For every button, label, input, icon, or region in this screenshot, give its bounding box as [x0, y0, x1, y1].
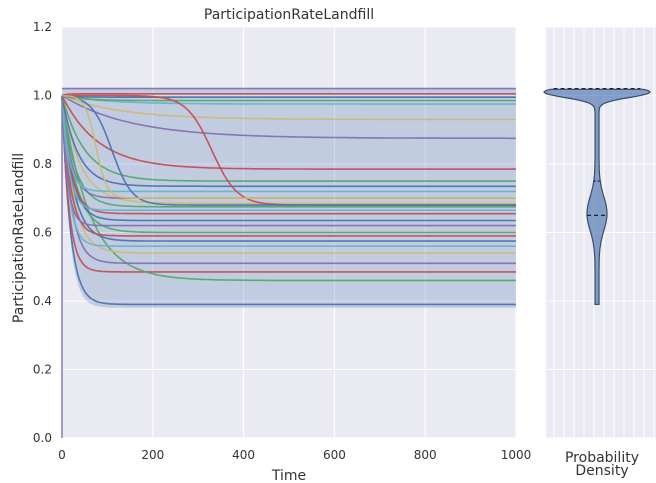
- y-tick-label: 0.2: [33, 363, 52, 377]
- chart-title: ParticipationRateLandfill: [204, 7, 374, 23]
- series-line: [61, 94, 516, 105]
- density-axis-label-line: Density: [575, 463, 628, 479]
- series-line: [61, 95, 516, 182]
- series-line: [61, 94, 516, 98]
- series-line: [61, 95, 516, 247]
- series-line: [61, 94, 516, 121]
- y-tick-labels: 0.0 0.2 0.4 0.6 0.8 1.0 1.2: [33, 20, 52, 445]
- y-tick-label: 0.8: [33, 157, 52, 171]
- series-line: [61, 95, 516, 222]
- y-tick-label: 0.0: [33, 431, 52, 445]
- series-line: [61, 95, 516, 282]
- series-line: [61, 95, 516, 215]
- series-line: [61, 95, 516, 227]
- series-line: [61, 95, 516, 265]
- series-line: [61, 95, 516, 206]
- series-line: [61, 95, 516, 170]
- y-axis-label: ParticipationRateLandfill: [11, 153, 27, 323]
- series-line: [61, 95, 516, 237]
- density-axis-label-line: Probability: [565, 450, 639, 466]
- series-line: [61, 95, 516, 208]
- x-axis-label: Time: [271, 468, 306, 483]
- series-lines: [61, 87, 516, 438]
- x-tick-label: 200: [141, 448, 164, 462]
- series-line: [61, 95, 516, 188]
- series-line: [61, 95, 516, 193]
- x-tick-label: 600: [323, 448, 346, 462]
- series-line: [61, 94, 516, 199]
- series-line: [61, 93, 516, 97]
- series-line: [61, 95, 516, 211]
- x-tick-labels: 0 200 400 600 800 1000: [58, 448, 531, 462]
- series-line: [61, 94, 516, 102]
- series-line: [61, 95, 516, 306]
- x-tick-label: 0: [58, 448, 66, 462]
- series-line: [61, 95, 516, 234]
- y-tick-label: 0.4: [33, 294, 52, 308]
- x-tick-label: 1000: [501, 448, 532, 462]
- series-line: [61, 94, 516, 140]
- density-axis-label: Probability Density: [565, 450, 639, 479]
- series-line: [61, 95, 516, 254]
- x-tick-label: 400: [232, 448, 255, 462]
- y-tick-label: 1.0: [33, 89, 52, 103]
- y-tick-label: 0.6: [33, 226, 52, 240]
- series-line: [61, 95, 516, 205]
- series-line: [61, 95, 516, 242]
- violin-body: [543, 88, 651, 305]
- y-tick-label: 1.2: [33, 20, 52, 34]
- x-tick-label: 800: [414, 448, 437, 462]
- density-violin: [543, 88, 651, 305]
- series-line: [61, 95, 516, 273]
